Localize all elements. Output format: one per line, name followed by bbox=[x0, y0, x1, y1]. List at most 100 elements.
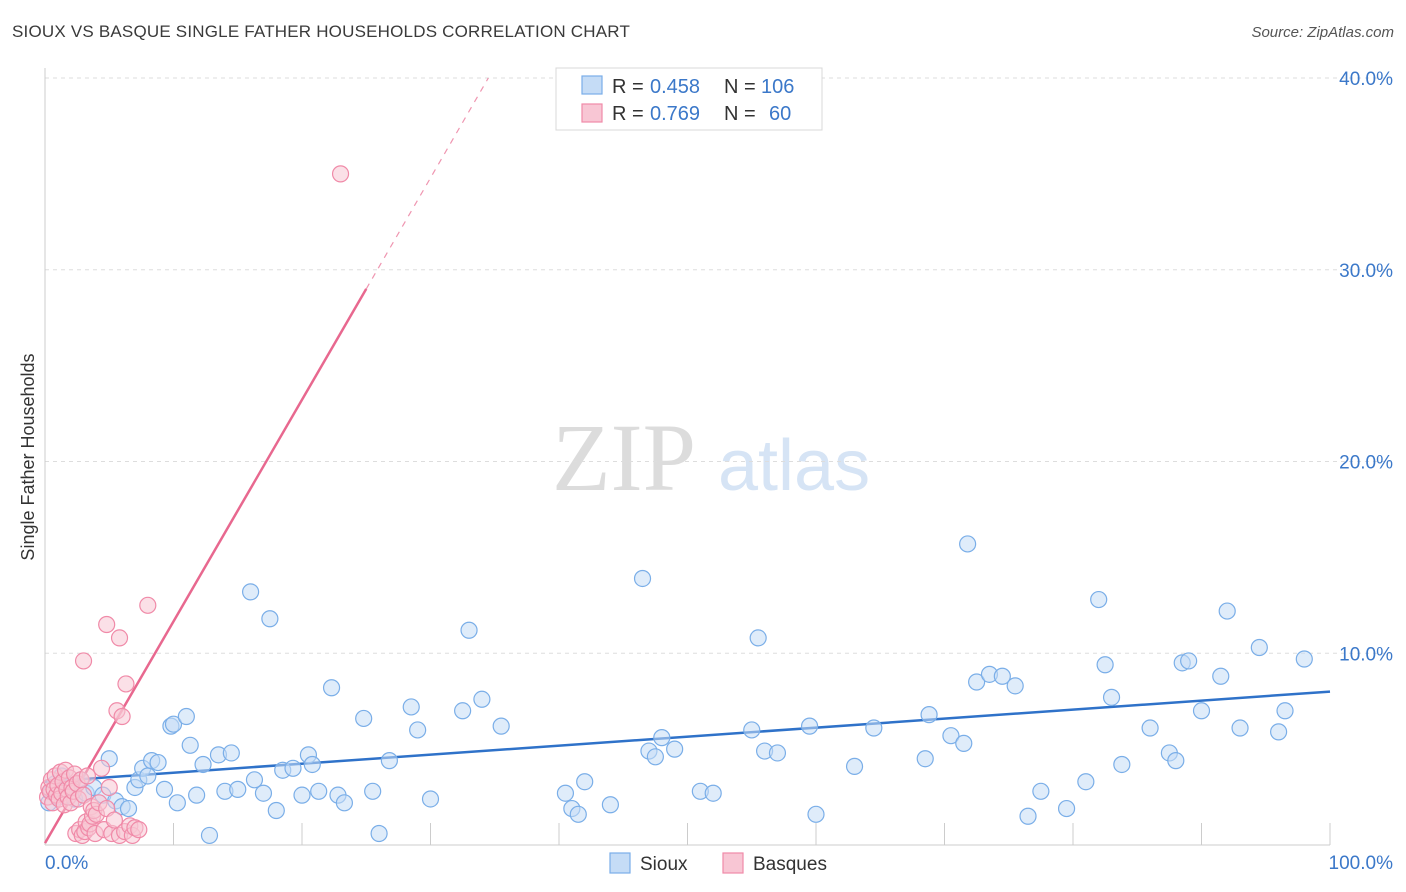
sioux-point bbox=[177, 707, 195, 726]
sioux-point bbox=[1250, 638, 1268, 657]
legend-r-value-basques: 0.769 bbox=[650, 103, 700, 125]
sioux-point bbox=[569, 805, 587, 823]
sioux-point bbox=[1113, 755, 1131, 774]
basques-point bbox=[331, 165, 350, 183]
sioux-point bbox=[749, 629, 767, 647]
legend-n-value-sioux: 106 bbox=[761, 76, 794, 98]
sioux-point bbox=[460, 621, 478, 639]
sioux-point bbox=[666, 740, 684, 758]
y-axis-label: Single Father Households bbox=[18, 353, 38, 560]
sioux-point bbox=[1019, 807, 1037, 825]
sioux-point bbox=[576, 773, 594, 791]
bottom-legend-swatch-sioux bbox=[609, 852, 631, 874]
sioux-point bbox=[1192, 702, 1211, 720]
basques-point bbox=[105, 811, 123, 829]
basques-point bbox=[98, 615, 116, 634]
sioux-point bbox=[254, 784, 273, 802]
sioux-point bbox=[845, 757, 864, 775]
sioux-point bbox=[492, 717, 510, 735]
sioux-point bbox=[1032, 782, 1050, 800]
sioux-point bbox=[1180, 652, 1198, 670]
sioux-point bbox=[633, 569, 652, 588]
legend-n-label-basques: N = bbox=[724, 103, 756, 125]
sioux-point bbox=[303, 755, 321, 774]
legend-swatch-sioux bbox=[581, 75, 603, 95]
sioux-point bbox=[188, 786, 206, 804]
sioux-point bbox=[149, 753, 167, 772]
sioux-point bbox=[310, 782, 328, 800]
sioux-point bbox=[267, 801, 285, 820]
basques-point bbox=[139, 596, 157, 614]
basques-trend-extension bbox=[365, 77, 489, 290]
basques-point bbox=[110, 629, 129, 647]
legend: R = 0.458 N = 106 R = 0.769 N = 60 bbox=[555, 67, 823, 131]
sioux-point bbox=[646, 748, 664, 766]
sioux-point bbox=[865, 719, 883, 737]
sioux-point bbox=[601, 796, 620, 814]
sioux-point bbox=[916, 750, 934, 768]
sioux-point bbox=[245, 771, 264, 789]
sioux-point bbox=[955, 734, 973, 752]
basques-trend-line bbox=[43, 288, 368, 844]
basques-point bbox=[78, 767, 97, 785]
sioux-point bbox=[421, 790, 440, 808]
grid bbox=[45, 77, 1390, 654]
trend-lines bbox=[43, 77, 1331, 844]
x-tick-label: 100.0% bbox=[1329, 853, 1394, 874]
basques-point bbox=[113, 707, 131, 726]
sioux-point bbox=[1231, 719, 1249, 737]
sioux-point bbox=[993, 667, 1011, 685]
sioux-point bbox=[704, 784, 722, 802]
sioux-point bbox=[229, 780, 247, 798]
basques-point bbox=[117, 675, 135, 693]
basques-point bbox=[100, 778, 118, 797]
sioux-point bbox=[1090, 590, 1108, 609]
y-tick-label: 30.0% bbox=[1339, 261, 1393, 282]
sioux-point bbox=[1167, 752, 1185, 770]
sioux-point bbox=[200, 826, 219, 845]
watermark-zip: ZIP bbox=[552, 404, 696, 511]
chart-title: SIOUX VS BASQUE SINGLE FATHER HOUSEHOLDS… bbox=[12, 22, 631, 41]
sioux-point bbox=[1096, 656, 1114, 674]
sioux-point bbox=[139, 767, 157, 785]
sioux-point bbox=[1212, 667, 1230, 685]
bottom-legend-label-sioux: Sioux bbox=[640, 854, 688, 875]
sioux-point bbox=[653, 729, 671, 747]
watermark-atlas: atlas bbox=[718, 426, 870, 506]
sioux-point bbox=[322, 679, 341, 697]
sioux-point bbox=[222, 744, 240, 762]
sioux-point bbox=[556, 784, 575, 802]
sioux-point bbox=[335, 794, 354, 812]
sioux-point bbox=[409, 721, 427, 739]
sioux-point bbox=[800, 717, 819, 735]
legend-r-label-basques: R = bbox=[612, 103, 644, 125]
legend-r-label-sioux: R = bbox=[612, 76, 644, 98]
sioux-point bbox=[454, 702, 472, 720]
sioux-point bbox=[168, 794, 186, 812]
y-tick-label: 20.0% bbox=[1339, 453, 1393, 474]
x-tick-label: 0.0% bbox=[45, 853, 88, 874]
sioux-point bbox=[355, 709, 373, 728]
axes: 10.0% 20.0% 30.0% 40.0% 0.0% 100.0% bbox=[44, 68, 1394, 874]
sioux-point bbox=[1077, 773, 1095, 791]
sioux-point bbox=[959, 535, 977, 553]
sioux-point bbox=[1102, 688, 1121, 706]
basques-point bbox=[74, 652, 93, 670]
sioux-point bbox=[164, 715, 183, 733]
sioux-trend-line bbox=[44, 690, 1331, 783]
sioux-point bbox=[1141, 719, 1159, 737]
sioux-point bbox=[1218, 602, 1236, 620]
sioux-point bbox=[473, 690, 491, 708]
sioux-point bbox=[242, 583, 260, 601]
basques-point bbox=[92, 759, 111, 777]
legend-r-value-sioux: 0.458 bbox=[650, 76, 700, 98]
chart-source: Source: ZipAtlas.com bbox=[1251, 24, 1394, 41]
sioux-point bbox=[968, 673, 986, 691]
sioux-point bbox=[364, 782, 382, 800]
sioux-point bbox=[1006, 677, 1024, 695]
sioux-point bbox=[261, 610, 279, 628]
sioux-point bbox=[194, 755, 212, 774]
sioux-point bbox=[293, 786, 311, 804]
sioux-point bbox=[370, 824, 388, 843]
